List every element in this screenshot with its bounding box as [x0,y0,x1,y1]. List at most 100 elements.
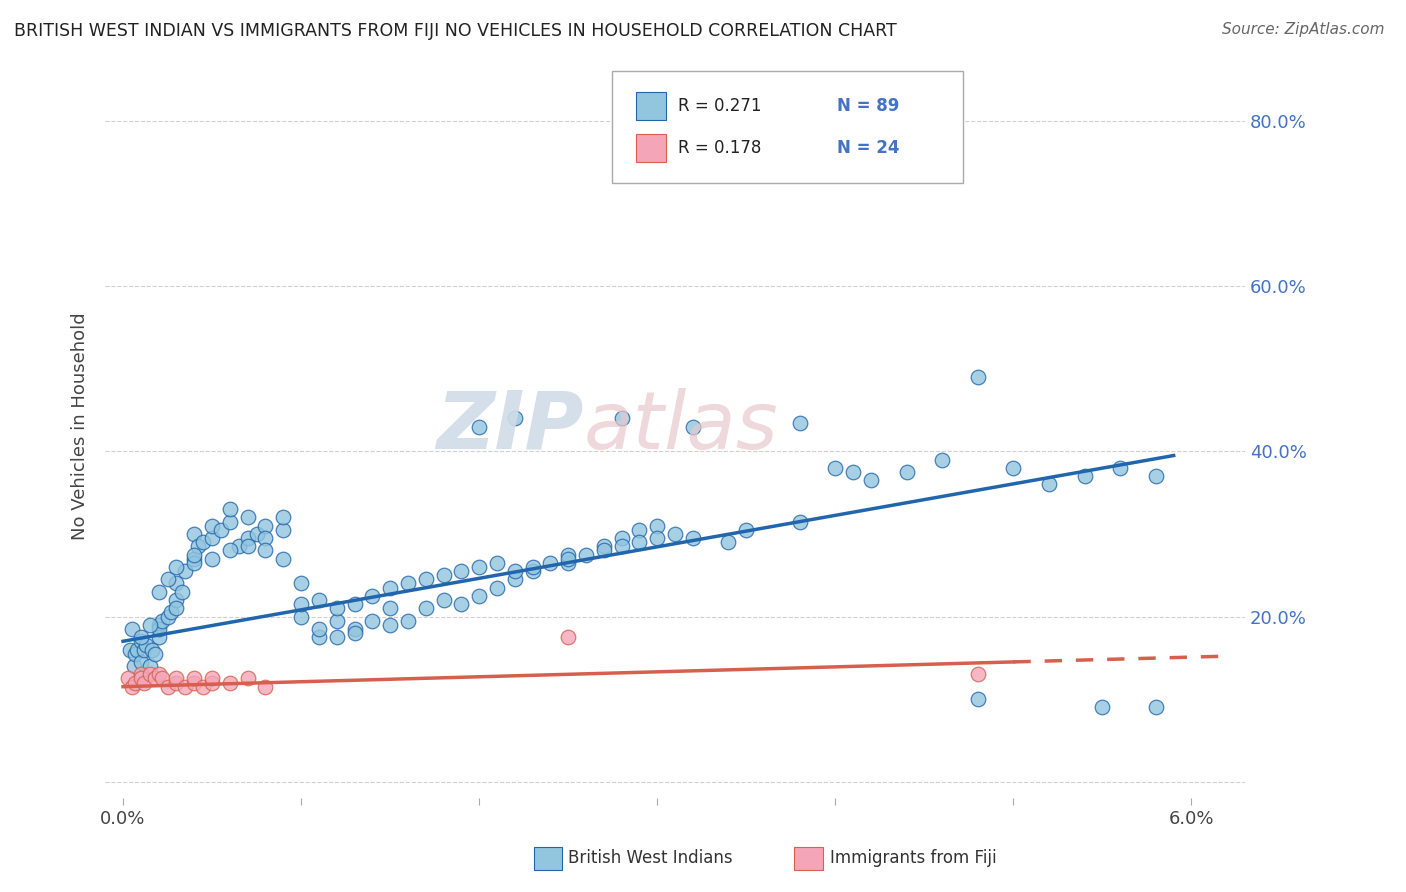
Point [135,639,157,653]
Point [503,411,526,425]
Point [134,675,156,690]
Point [378,617,401,632]
Point [183,556,205,570]
Point [842,465,865,479]
Point [361,589,384,603]
Point [218,543,240,558]
Point [682,531,704,545]
Text: N = 89: N = 89 [837,97,898,115]
Point [165,560,187,574]
Point [966,692,988,706]
Point [610,531,633,545]
Point [824,461,846,475]
Point [1073,469,1095,483]
Point [143,672,166,686]
Point [645,518,668,533]
Point [308,630,330,644]
Point [325,630,347,644]
Text: Immigrants from Fiji: Immigrants from Fiji [830,849,997,867]
Point [610,411,633,425]
Y-axis label: No Vehicles in Household: No Vehicles in Household [72,313,89,541]
Point [415,573,437,587]
Point [165,672,187,686]
Point [129,667,152,681]
Text: N = 24: N = 24 [837,139,898,157]
Point [138,617,160,632]
Point [254,518,277,533]
Point [254,531,277,545]
Point [1091,700,1114,714]
Point [557,630,579,644]
Point [191,535,214,549]
Point [343,597,366,611]
Text: atlas: atlas [583,388,779,466]
Point [415,601,437,615]
Point [218,515,240,529]
Point [201,675,224,690]
Point [290,576,312,591]
Point [148,630,170,644]
Point [717,535,740,549]
Point [121,680,143,694]
Point [156,609,179,624]
Text: British West Indians: British West Indians [568,849,733,867]
Point [129,634,152,648]
Point [201,518,224,533]
Point [120,642,142,657]
Point [170,584,193,599]
Point [183,548,205,562]
Point [628,523,651,537]
Point [557,548,579,562]
Point [160,606,183,620]
Point [236,510,259,524]
Point [236,531,259,545]
Point [735,523,758,537]
Point [468,589,491,603]
Text: BRITISH WEST INDIAN VS IMMIGRANTS FROM FIJI NO VEHICLES IN HOUSEHOLD CORRELATION: BRITISH WEST INDIAN VS IMMIGRANTS FROM F… [14,22,897,40]
Point [290,609,312,624]
Point [450,564,472,578]
Point [859,473,882,487]
Point [218,502,240,516]
Point [254,543,277,558]
Point [138,667,160,681]
Point [645,531,668,545]
Point [396,576,419,591]
Point [150,614,173,628]
Point [156,573,179,587]
Point [485,556,508,570]
Point [789,515,811,529]
Point [1109,461,1132,475]
Point [1144,469,1167,483]
Point [174,564,197,578]
Point [201,551,224,566]
Point [325,614,347,628]
Point [236,672,259,686]
Point [254,680,277,694]
Point [191,680,214,694]
Point [245,527,267,541]
Point [129,630,152,644]
Point [538,556,561,570]
Point [165,576,187,591]
Point [432,568,454,582]
Text: Source: ZipAtlas.com: Source: ZipAtlas.com [1222,22,1385,37]
Point [1038,477,1060,491]
Point [450,597,472,611]
Point [209,523,232,537]
Point [143,647,166,661]
Point [134,642,156,657]
Point [201,672,224,686]
Point [183,527,205,541]
Point [271,510,294,524]
Point [557,551,579,566]
Point [271,551,294,566]
Point [1144,700,1167,714]
Point [138,659,160,673]
Point [557,556,579,570]
Point [129,672,152,686]
Point [271,523,294,537]
Point [148,667,170,681]
Point [503,564,526,578]
Point [628,535,651,549]
